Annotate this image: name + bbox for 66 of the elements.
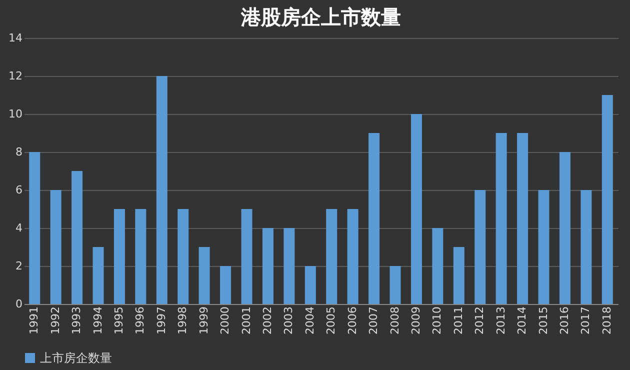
y-tick-label: 14 <box>8 32 22 44</box>
x-tick-label: 2018 <box>600 306 614 334</box>
x-tick-label: 1996 <box>134 306 147 334</box>
bar <box>496 133 507 304</box>
bar <box>580 190 592 304</box>
x-tick-label: 2012 <box>473 306 486 334</box>
x-tick-label: 2013 <box>494 306 508 334</box>
bar <box>326 209 338 304</box>
bar <box>50 190 62 304</box>
x-tick-label: 2003 <box>282 306 296 334</box>
bar <box>390 266 401 304</box>
y-tick-label: 10 <box>8 108 22 120</box>
x-tick-label: 2007 <box>367 306 380 334</box>
x-tick-label: 1995 <box>112 306 126 334</box>
x-tick-label: 2014 <box>516 306 529 334</box>
bar <box>474 190 486 304</box>
x-tick-label: 2010 <box>430 306 444 334</box>
x-tick-label: 2017 <box>579 306 592 334</box>
bar <box>135 209 146 304</box>
x-tick-label: 2008 <box>388 306 402 334</box>
x-tick-label: 2016 <box>558 306 571 334</box>
bar <box>432 228 444 304</box>
x-tick-label: 2006 <box>346 306 359 334</box>
bar <box>92 247 104 304</box>
legend-label: 上市房企数量 <box>40 351 112 365</box>
bar <box>156 76 168 304</box>
chart-title: 港股房企上市数量 <box>240 5 401 29</box>
x-tick-label: 2009 <box>409 306 422 334</box>
bar <box>178 209 189 304</box>
y-tick-label: 4 <box>16 222 22 234</box>
x-tick-label: 1993 <box>70 306 84 334</box>
x-tick-label: 2004 <box>303 306 316 334</box>
x-tick-label: 1997 <box>154 306 168 334</box>
bar <box>559 152 570 304</box>
bar <box>304 266 316 304</box>
x-tick-label: 2000 <box>218 306 232 334</box>
y-tick-label: 12 <box>8 70 22 82</box>
y-tick-label: 2 <box>16 260 22 272</box>
x-tick-label: 1991 <box>28 306 41 334</box>
bar <box>284 228 295 304</box>
x-tick-label: 2002 <box>260 306 274 334</box>
bar <box>262 228 274 304</box>
bar <box>368 133 380 304</box>
bar <box>517 133 528 304</box>
bar <box>72 171 83 304</box>
x-tick-label: 2005 <box>324 306 338 334</box>
bar <box>347 209 358 304</box>
bar <box>538 190 550 304</box>
bar <box>241 209 252 304</box>
x-tick-label: 1992 <box>48 306 62 334</box>
x-tick-label: 1999 <box>197 306 210 334</box>
y-tick-label: 6 <box>16 184 22 196</box>
x-tick-label: 1998 <box>176 306 190 334</box>
x-tick-label: 2011 <box>452 306 465 334</box>
y-tick-label: 0 <box>16 298 22 310</box>
x-tick-label: 2015 <box>536 306 550 334</box>
bar <box>602 95 613 304</box>
bar <box>198 247 210 304</box>
bar <box>114 209 125 304</box>
x-tick-label: 1994 <box>91 306 104 334</box>
x-tick-label: 2001 <box>240 306 253 334</box>
bar <box>29 152 40 304</box>
bar <box>410 114 422 304</box>
bar <box>220 266 232 304</box>
y-tick-label: 8 <box>16 146 22 158</box>
bar <box>453 247 464 304</box>
